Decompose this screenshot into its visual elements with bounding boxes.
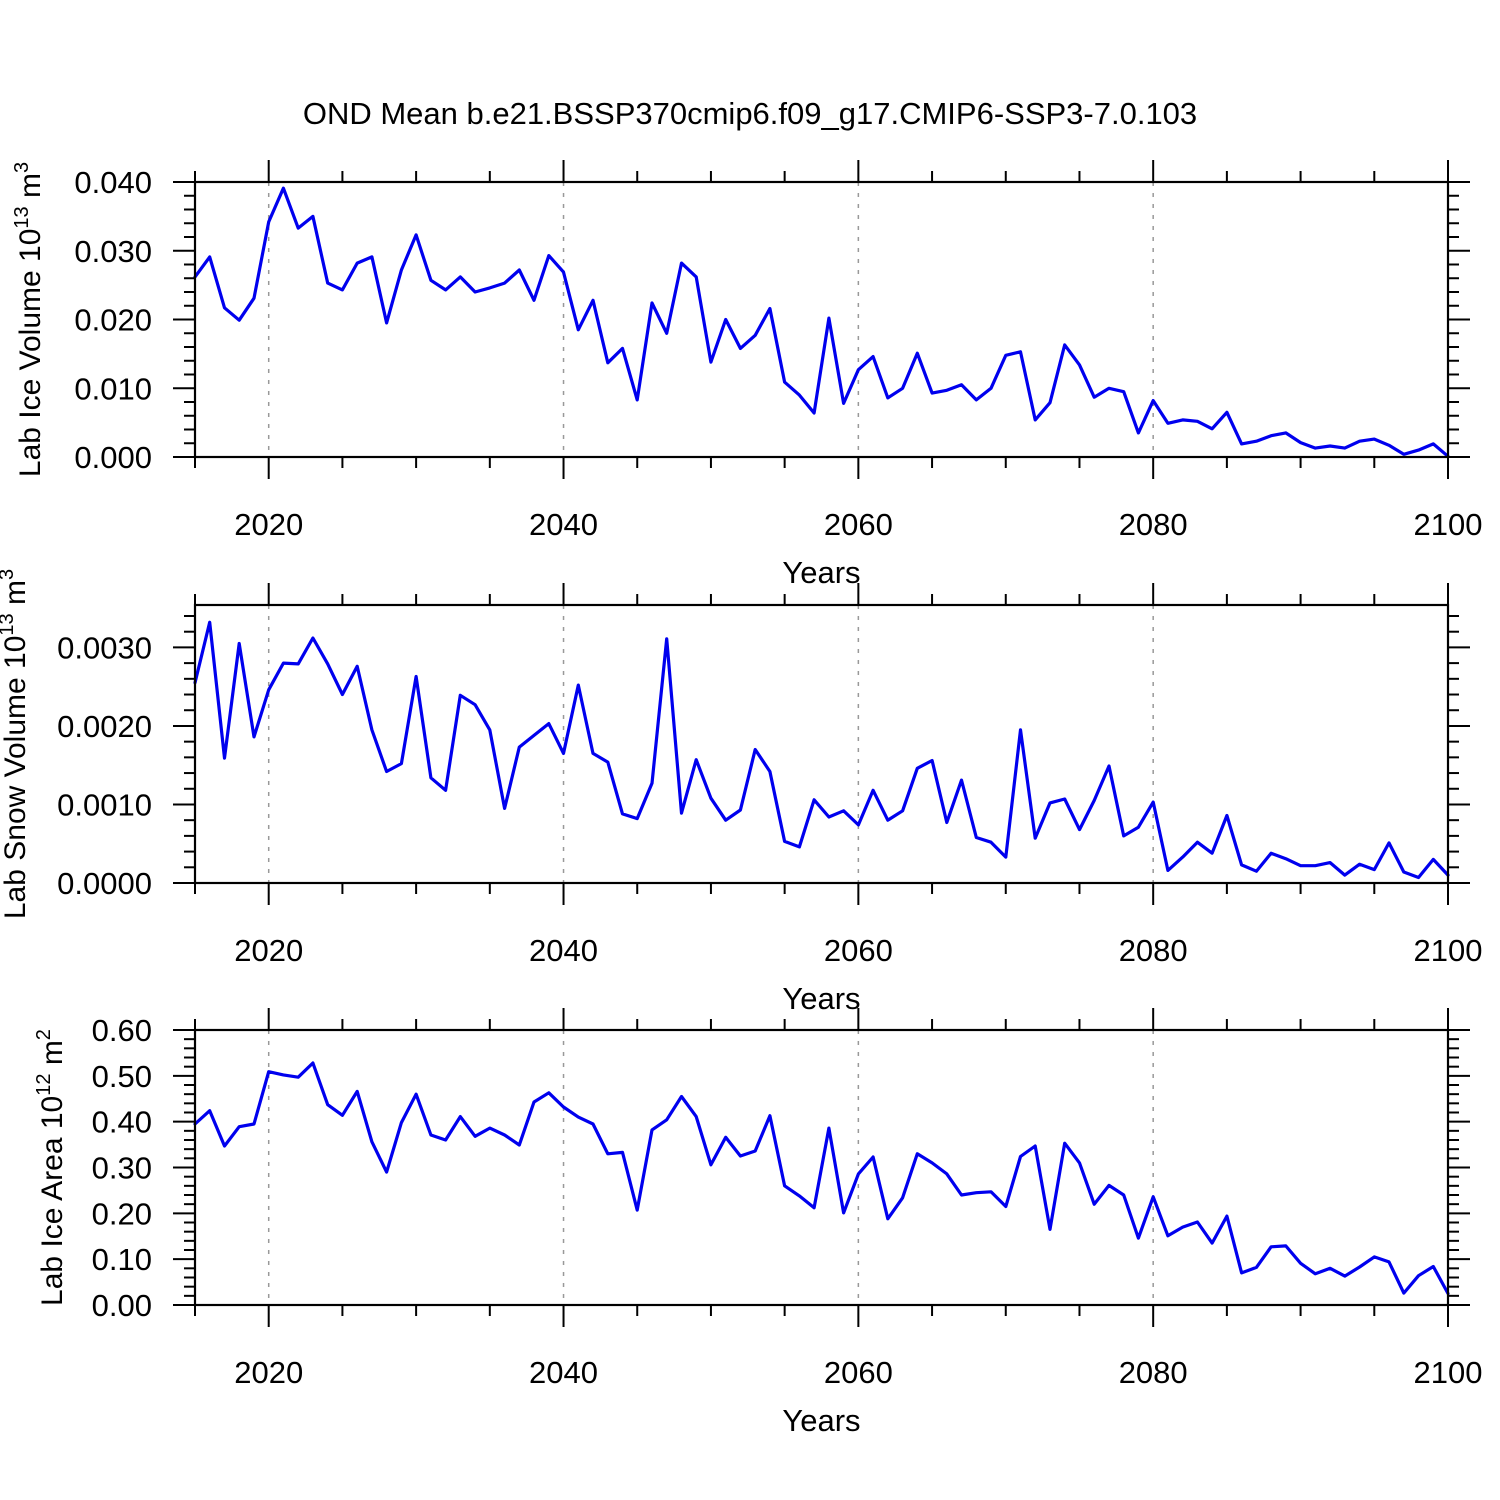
axis-ticks — [173, 1008, 1470, 1327]
axis-ticks — [173, 160, 1470, 479]
plot-frame — [193, 180, 1450, 459]
x-tick-label: 2040 — [529, 933, 598, 968]
y-tick-label: 0.0020 — [57, 709, 152, 744]
y-tick-label: 0.0030 — [57, 630, 152, 665]
y-axis-title: Lab Ice Volume 1013 m3 — [11, 162, 47, 477]
x-tick-label: 2040 — [529, 1355, 598, 1390]
x-tick-label: 2080 — [1119, 507, 1188, 542]
x-tick-labels: 2020 2040 2060 2080 2100 — [234, 1355, 1482, 1390]
y-tick-label: 0.20 — [92, 1196, 152, 1231]
data-line-lab-ice-area — [193, 1061, 1450, 1296]
y-tick-label: 0.10 — [92, 1242, 152, 1277]
data-line-lab-snow-volume — [193, 620, 1450, 880]
y-tick-label: 0.0010 — [57, 787, 152, 822]
y-tick-label: 0.60 — [92, 1013, 152, 1048]
x-tick-label: 2020 — [234, 507, 303, 542]
x-tick-label: 2040 — [529, 507, 598, 542]
plot-frame — [193, 603, 1450, 885]
y-tick-label: 0.0000 — [57, 866, 152, 901]
x-tick-label: 2060 — [824, 1355, 893, 1390]
x-tick-label: 2080 — [1119, 1355, 1188, 1390]
y-tick-label: 0.40 — [92, 1105, 152, 1140]
y-axis-title: Lab Snow Volume 1013 m3 — [0, 569, 32, 919]
y-tick-label: 0.040 — [74, 165, 152, 200]
y-tick-label: 0.000 — [74, 440, 152, 475]
x-tick-label: 2060 — [824, 933, 893, 968]
y-tick-label: 0.010 — [74, 371, 152, 406]
y-tick-label: 0.30 — [92, 1151, 152, 1186]
x-tick-label: 2100 — [1414, 507, 1483, 542]
axis-ticks — [173, 583, 1470, 905]
x-tick-label: 2100 — [1414, 1355, 1483, 1390]
x-axis-title: Years — [782, 555, 860, 590]
panel-lab-ice-volume: 0.000 0.010 0.020 0.030 0.040 2020 2040 2060 208… — [11, 160, 1482, 590]
data-line-lab-ice-volume — [193, 186, 1450, 458]
x-tick-label: 2100 — [1414, 933, 1483, 968]
y-tick-labels: 0.00 0.10 0.20 0.30 0.40 0.50 0.60 — [92, 1013, 152, 1323]
y-tick-label: 0.030 — [74, 234, 152, 269]
x-axis-title: Years — [782, 1403, 860, 1438]
y-tick-label: 0.020 — [74, 303, 152, 338]
x-tick-labels: 2020 2040 2060 2080 2100 — [234, 933, 1482, 968]
y-tick-labels: 0.000 0.010 0.020 0.030 0.040 — [74, 165, 152, 475]
y-axis-title: Lab Ice Area 1012 m2 — [33, 1029, 69, 1306]
y-tick-label: 0.00 — [92, 1288, 152, 1323]
x-axis-title: Years — [782, 981, 860, 1016]
x-tick-label: 2060 — [824, 507, 893, 542]
y-tick-label: 0.50 — [92, 1059, 152, 1094]
x-tick-label: 2020 — [234, 1355, 303, 1390]
x-tick-label: 2020 — [234, 933, 303, 968]
panel-lab-snow-volume: 0.0000 0.0010 0.0020 0.0030 2020 2040 2060 2080… — [0, 569, 1482, 1016]
x-tick-labels: 2020 2040 2060 2080 2100 — [234, 507, 1482, 542]
x-tick-label: 2080 — [1119, 933, 1188, 968]
y-tick-labels: 0.0000 0.0010 0.0020 0.0030 — [57, 630, 152, 901]
panel-lab-ice-area: 0.00 0.10 0.20 0.30 0.40 0.50 0.60 2020 2040 2060… — [33, 1008, 1482, 1438]
chart-title: OND Mean b.e21.BSSP370cmip6.f09_g17.CMIP… — [302, 96, 1198, 131]
